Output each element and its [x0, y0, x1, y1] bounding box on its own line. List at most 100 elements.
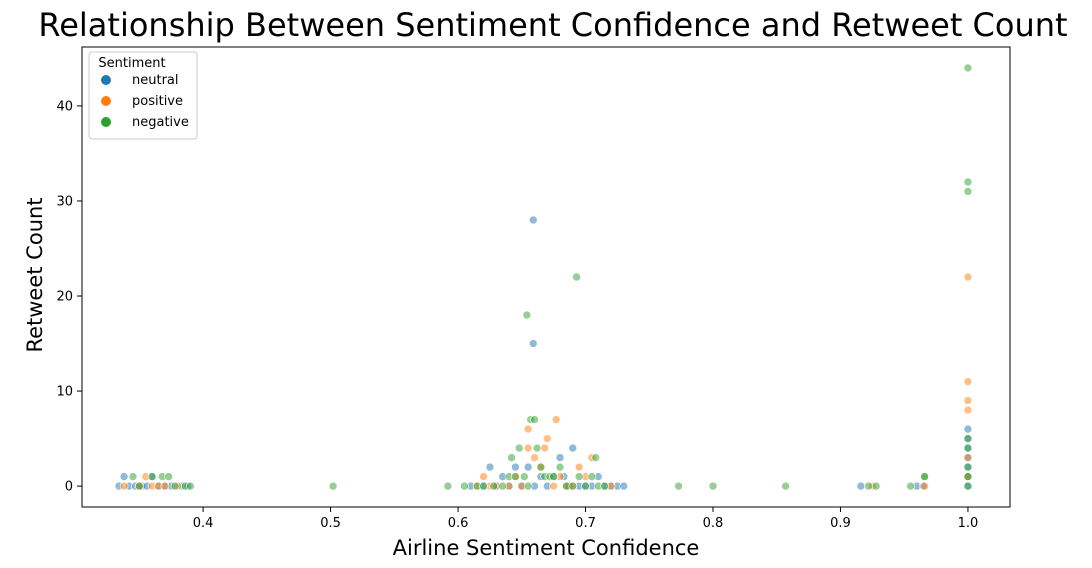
- data-point-negative: [581, 481, 590, 491]
- data-point-positive: [963, 272, 973, 282]
- series-negative: [128, 63, 973, 491]
- data-point-negative: [963, 481, 973, 491]
- data-point-negative: [920, 472, 929, 481]
- data-point-positive: [523, 443, 533, 453]
- legend-marker-neutral: [101, 75, 111, 85]
- data-point-negative: [522, 310, 532, 320]
- data-point-negative: [708, 481, 718, 491]
- data-point-positive: [963, 377, 973, 386]
- legend: Sentiment neutral positive negative: [88, 51, 198, 140]
- x-tick-label: 0.6: [448, 516, 469, 531]
- y-tick-label: 10: [56, 385, 73, 400]
- data-point-negative: [135, 481, 144, 491]
- data-point-negative: [170, 481, 180, 491]
- data-point-neutral: [119, 472, 129, 481]
- data-point-positive: [920, 481, 929, 491]
- data-point-positive: [551, 415, 561, 424]
- series-positive: [119, 272, 973, 491]
- x-tick-label: 0.8: [703, 516, 724, 531]
- data-point-negative: [963, 472, 973, 481]
- data-point-negative: [186, 481, 195, 491]
- data-point-negative: [328, 481, 338, 491]
- x-tick-label: 0.9: [830, 516, 851, 531]
- x-tick-label: 0.7: [575, 516, 596, 531]
- data-point-neutral: [523, 462, 533, 472]
- data-point-positive: [523, 424, 533, 434]
- data-point-negative: [781, 481, 790, 491]
- data-point-negative: [574, 472, 584, 481]
- data-point-negative: [963, 443, 973, 453]
- plot-area: 0.4 0.5 0.6 0.7 0.8 0.9 1.0 0 10 20 30 40 Sentiment n…: [56, 46, 1011, 531]
- data-point-negative: [963, 462, 973, 472]
- data-point-negative: [128, 472, 138, 481]
- legend-label-positive: positive: [132, 94, 183, 109]
- data-point-negative: [520, 472, 529, 481]
- data-point-negative: [443, 481, 453, 491]
- data-point-negative: [147, 472, 157, 481]
- legend-marker-negative: [101, 117, 111, 127]
- plot-frame: [81, 46, 1011, 508]
- data-point-negative: [864, 481, 873, 491]
- data-point-neutral: [619, 481, 629, 491]
- data-point-positive: [549, 481, 558, 491]
- data-point-negative: [549, 472, 558, 481]
- data-point-negative: [963, 434, 973, 443]
- data-point-neutral: [528, 215, 538, 225]
- data-point-negative: [164, 472, 173, 481]
- y-tick-label: 0: [65, 480, 73, 495]
- y-axis-title: Retweet Count: [23, 197, 47, 352]
- x-tick-label: 0.5: [320, 516, 341, 531]
- data-point-negative: [511, 472, 520, 481]
- legend-label-negative: negative: [132, 115, 189, 130]
- legend-marker-positive: [101, 96, 111, 106]
- data-point-negative: [906, 481, 915, 491]
- data-point-positive: [963, 396, 973, 405]
- data-point-negative: [587, 472, 597, 481]
- data-point-negative: [871, 481, 881, 491]
- data-point-positive: [530, 453, 539, 462]
- data-point-negative: [489, 481, 499, 491]
- data-point-negative: [530, 415, 539, 424]
- data-point-positive: [574, 462, 584, 472]
- y-tick-label: 30: [56, 194, 73, 209]
- chart-title: Relationship Between Sentiment Confidenc…: [38, 6, 1067, 44]
- data-point-positive: [963, 405, 973, 415]
- legend-label-neutral: neutral: [132, 73, 179, 88]
- data-point-neutral: [856, 481, 866, 491]
- data-point-negative: [479, 481, 488, 491]
- data-point-negative: [963, 177, 973, 187]
- data-point-negative: [460, 481, 469, 491]
- data-point-positive: [479, 472, 488, 481]
- data-point-negative: [591, 453, 601, 462]
- data-point-positive: [542, 434, 552, 443]
- data-point-negative: [600, 481, 609, 491]
- data-point-negative: [507, 453, 516, 462]
- data-point-negative: [963, 187, 973, 196]
- x-axis-title: Airline Sentiment Confidence: [393, 536, 700, 560]
- x-tick-label: 1.0: [958, 516, 979, 531]
- data-point-negative: [572, 272, 581, 282]
- data-point-negative: [532, 443, 542, 453]
- data-point-neutral: [511, 462, 520, 472]
- data-point-negative: [555, 462, 565, 472]
- data-point-neutral: [963, 424, 973, 434]
- data-point-negative: [674, 481, 683, 491]
- x-tick-label: 0.4: [193, 516, 214, 531]
- legend-title: Sentiment: [98, 56, 165, 71]
- data-point-negative: [963, 63, 973, 73]
- data-point-positive: [963, 453, 973, 462]
- data-point-negative: [523, 481, 533, 491]
- y-tick-label: 20: [56, 290, 73, 305]
- data-point-neutral: [555, 453, 565, 462]
- data-point-neutral: [568, 443, 578, 453]
- data-point-positive: [119, 481, 129, 491]
- data-point-negative: [536, 462, 546, 472]
- data-point-neutral: [485, 462, 495, 472]
- y-tick-label: 40: [56, 99, 73, 114]
- data-point-negative: [498, 481, 507, 491]
- data-point-negative: [568, 481, 578, 491]
- data-point-positive: [540, 443, 550, 453]
- data-point-positive: [160, 481, 170, 491]
